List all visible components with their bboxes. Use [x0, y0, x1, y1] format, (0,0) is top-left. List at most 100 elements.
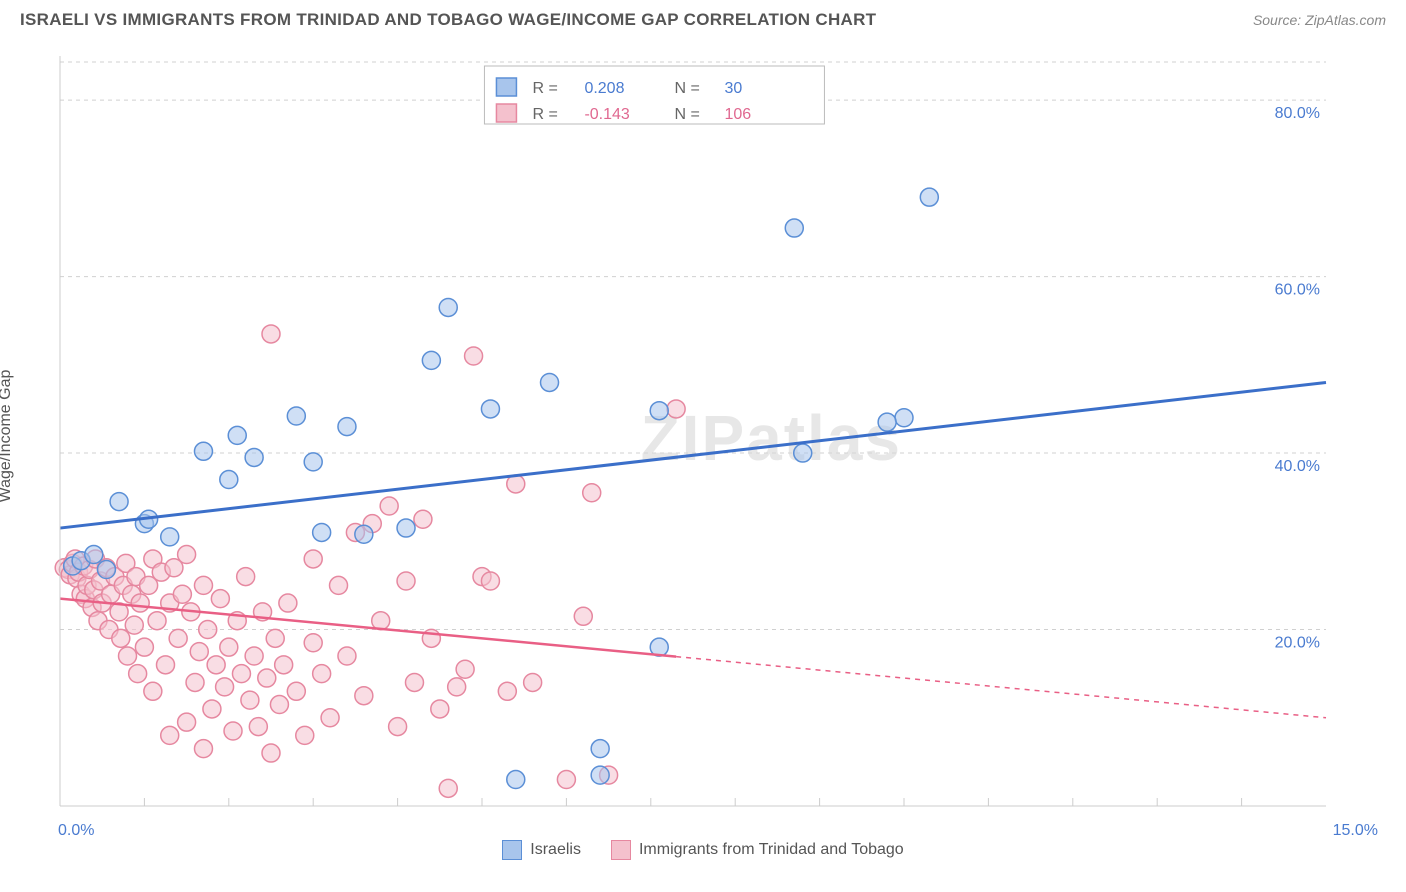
point-trinidad	[161, 726, 179, 744]
point-israelis	[650, 402, 668, 420]
point-israelis	[110, 493, 128, 511]
point-israelis	[338, 418, 356, 436]
point-trinidad	[380, 497, 398, 515]
title-bar: ISRAELI VS IMMIGRANTS FROM TRINIDAD AND …	[0, 0, 1406, 36]
chart-area: Wage/Income Gap 20.0%40.0%60.0%80.0%ZIPa…	[20, 36, 1386, 836]
point-trinidad	[135, 638, 153, 656]
point-trinidad	[355, 687, 373, 705]
scatter-chart: 20.0%40.0%60.0%80.0%ZIPatlasR =0.208N =3…	[20, 36, 1386, 836]
point-israelis	[313, 523, 331, 541]
source-attribution: Source: ZipAtlas.com	[1253, 12, 1386, 28]
point-israelis	[507, 771, 525, 789]
point-trinidad	[249, 718, 267, 736]
point-israelis	[591, 766, 609, 784]
point-trinidad	[270, 696, 288, 714]
point-trinidad	[237, 568, 255, 586]
stats-swatch	[496, 78, 516, 96]
point-trinidad	[157, 656, 175, 674]
point-trinidad	[241, 691, 259, 709]
point-trinidad	[481, 572, 499, 590]
stats-n-value: 106	[724, 106, 751, 123]
point-trinidad	[131, 594, 149, 612]
legend-label-trinidad: Immigrants from Trinidad and Tobago	[639, 841, 904, 859]
point-trinidad	[266, 629, 284, 647]
legend-item-trinidad: Immigrants from Trinidad and Tobago	[611, 840, 904, 860]
point-trinidad	[224, 722, 242, 740]
point-trinidad	[304, 634, 322, 652]
point-trinidad	[313, 665, 331, 683]
stats-n-label: N =	[674, 80, 699, 97]
stats-r-value: 0.208	[584, 80, 624, 97]
point-trinidad	[258, 669, 276, 687]
stats-swatch	[496, 104, 516, 122]
legend-swatch-pink	[611, 840, 631, 860]
stats-r-value: -0.143	[584, 106, 629, 123]
stats-r-label: R =	[532, 106, 557, 123]
legend-label-israelis: Israelis	[530, 841, 581, 859]
x-axis-min-label: 0.0%	[58, 822, 94, 840]
point-trinidad	[207, 656, 225, 674]
point-trinidad	[112, 629, 130, 647]
point-israelis	[287, 407, 305, 425]
y-tick-label: 80.0%	[1275, 105, 1320, 122]
point-israelis	[245, 448, 263, 466]
trend-line-trinidad-extrapolated	[676, 657, 1326, 718]
point-trinidad	[321, 709, 339, 727]
point-trinidad	[194, 576, 212, 594]
chart-title: ISRAELI VS IMMIGRANTS FROM TRINIDAD AND …	[20, 10, 876, 30]
point-israelis	[481, 400, 499, 418]
point-trinidad	[524, 673, 542, 691]
point-israelis	[878, 413, 896, 431]
point-trinidad	[262, 325, 280, 343]
point-trinidad	[465, 347, 483, 365]
point-trinidad	[448, 678, 466, 696]
point-israelis	[85, 546, 103, 564]
stats-n-label: N =	[674, 106, 699, 123]
point-trinidad	[232, 665, 250, 683]
x-axis-max-label: 15.0%	[1333, 822, 1378, 840]
point-trinidad	[186, 673, 204, 691]
legend-swatch-blue	[502, 840, 522, 860]
point-trinidad	[148, 612, 166, 630]
point-trinidad	[144, 682, 162, 700]
point-trinidad	[389, 718, 407, 736]
point-trinidad	[220, 638, 238, 656]
y-tick-label: 20.0%	[1275, 635, 1320, 652]
point-trinidad	[296, 726, 314, 744]
bottom-legend: Israelis Immigrants from Trinidad and To…	[0, 840, 1406, 860]
point-trinidad	[173, 585, 191, 603]
point-trinidad	[583, 484, 601, 502]
point-trinidad	[557, 771, 575, 789]
legend-item-israelis: Israelis	[502, 840, 581, 860]
point-trinidad	[190, 643, 208, 661]
point-trinidad	[431, 700, 449, 718]
point-trinidad	[203, 700, 221, 718]
point-trinidad	[178, 546, 196, 564]
point-trinidad	[119, 647, 137, 665]
point-trinidad	[338, 647, 356, 665]
point-israelis	[439, 298, 457, 316]
point-israelis	[794, 444, 812, 462]
y-tick-label: 60.0%	[1275, 282, 1320, 299]
point-trinidad	[129, 665, 147, 683]
point-trinidad	[456, 660, 474, 678]
stats-r-label: R =	[532, 80, 557, 97]
point-trinidad	[194, 740, 212, 758]
point-trinidad	[287, 682, 305, 700]
point-israelis	[397, 519, 415, 537]
point-trinidad	[245, 647, 263, 665]
point-trinidad	[405, 673, 423, 691]
point-trinidad	[330, 576, 348, 594]
y-tick-label: 40.0%	[1275, 458, 1320, 475]
point-trinidad	[199, 621, 217, 639]
point-israelis	[194, 442, 212, 460]
point-trinidad	[125, 616, 143, 634]
point-israelis	[591, 740, 609, 758]
point-trinidad	[216, 678, 234, 696]
point-trinidad	[262, 744, 280, 762]
point-trinidad	[279, 594, 297, 612]
point-israelis	[304, 453, 322, 471]
point-israelis	[161, 528, 179, 546]
point-israelis	[228, 426, 246, 444]
stats-n-value: 30	[724, 80, 742, 97]
